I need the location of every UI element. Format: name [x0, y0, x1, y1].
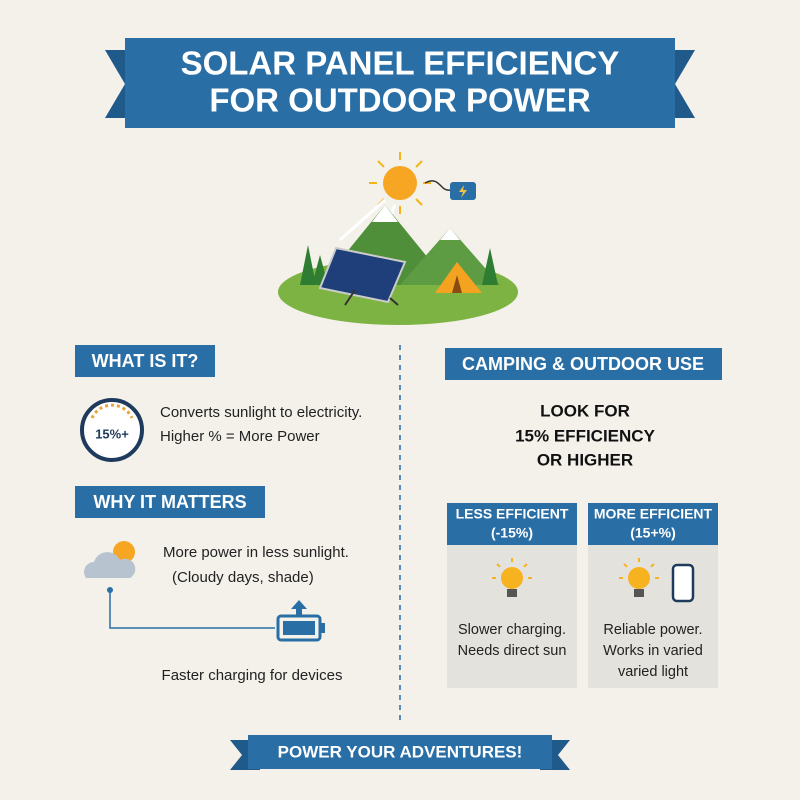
card-title: LESS EFFICIENT	[456, 506, 569, 522]
tent-door	[452, 275, 462, 293]
card-text: Needs direct sun	[458, 643, 567, 659]
bulb-base	[634, 589, 644, 597]
title-line: FOR OUTDOOR POWER	[209, 82, 590, 119]
heading-box	[445, 348, 722, 380]
body-text: Converts sunlight to electricity.	[160, 404, 362, 421]
bulb	[628, 567, 650, 589]
card-title: (-15%)	[491, 525, 533, 541]
camp-scene	[278, 152, 518, 325]
card-header	[447, 503, 577, 545]
body-text: Faster charging for devices	[162, 667, 343, 684]
card-header	[588, 503, 718, 545]
gauge-scale	[90, 403, 134, 419]
bulb-ray	[623, 563, 628, 568]
bulb-base	[507, 589, 517, 597]
bolt	[459, 185, 467, 198]
connector-dot	[107, 587, 113, 593]
tree	[300, 245, 316, 285]
footer-banner	[248, 735, 552, 769]
bulb	[501, 567, 523, 589]
tree	[482, 248, 498, 285]
cloud-icon	[84, 552, 136, 578]
battery-icon	[276, 614, 322, 642]
tent	[435, 262, 482, 293]
sun	[383, 166, 417, 200]
panel-stand	[344, 289, 356, 306]
section-heading: CAMPING & OUTDOOR USE	[462, 354, 704, 374]
snow-cap	[440, 228, 460, 240]
snow-cap	[372, 205, 398, 222]
section-heading: WHAT IS IT?	[92, 351, 199, 371]
heading-box	[75, 486, 265, 518]
card-title: MORE EFFICIENT	[594, 506, 713, 522]
battery-tip	[321, 623, 325, 633]
solar-panel	[318, 246, 407, 304]
card-text: Reliable power.	[603, 622, 702, 638]
look-for-text: 15% EFFICIENCY	[515, 426, 655, 445]
battery-fill	[283, 621, 315, 635]
gauge-label: 15%+	[95, 426, 129, 441]
sun-icon	[113, 541, 135, 563]
title-ribbon	[105, 38, 695, 128]
card-text: Slower charging.	[458, 622, 566, 638]
bulb-ray	[650, 563, 655, 568]
card-text: varied light	[618, 664, 688, 680]
bulb-ray	[496, 563, 501, 568]
title-line: SOLAR PANEL EFFICIENCY	[181, 45, 620, 82]
footer-text: POWER YOUR ADVENTURES!	[278, 742, 523, 761]
gauge	[80, 398, 144, 462]
ribbon-body	[125, 38, 675, 128]
heading-box	[75, 345, 215, 377]
connector	[109, 590, 275, 629]
phone-icon	[671, 563, 695, 603]
bulb-ray	[523, 563, 528, 568]
section-heading: WHY IT MATTERS	[93, 492, 246, 512]
body-text: (Cloudy days, shade)	[172, 569, 314, 586]
look-for-text: LOOK FOR	[540, 401, 630, 420]
cable	[424, 180, 451, 191]
look-for-text: OR HIGHER	[537, 450, 633, 469]
card-title: (15+%)	[630, 525, 676, 541]
up-arrow	[291, 600, 307, 615]
body-text: Higher % = More Power	[160, 428, 320, 445]
body-text: More power in less sunlight.	[163, 544, 349, 561]
card-text: Works in varied	[603, 643, 703, 659]
mountain	[400, 228, 500, 285]
panel-stand	[389, 297, 399, 306]
comparison-cards: LESS EFFICIENT (-15%) Slower charging. Need…	[447, 503, 718, 688]
